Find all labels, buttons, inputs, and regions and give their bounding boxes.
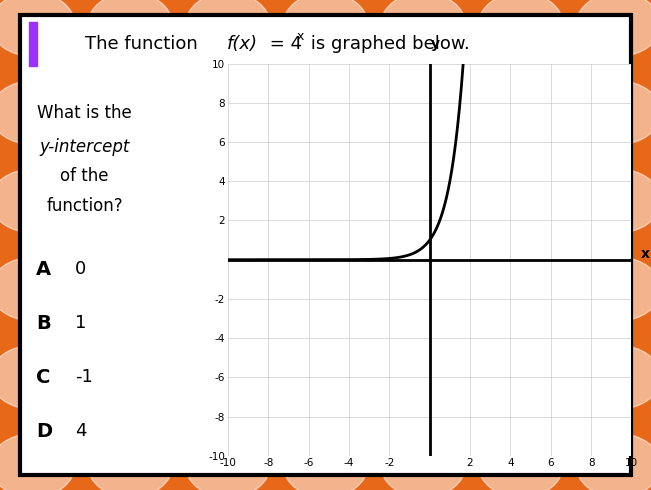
Circle shape bbox=[381, 257, 465, 321]
Circle shape bbox=[0, 434, 75, 490]
Circle shape bbox=[283, 81, 368, 145]
Text: C: C bbox=[36, 368, 50, 387]
Circle shape bbox=[186, 169, 270, 233]
Circle shape bbox=[88, 257, 173, 321]
Circle shape bbox=[88, 434, 173, 490]
Circle shape bbox=[186, 81, 270, 145]
Circle shape bbox=[478, 0, 563, 56]
Circle shape bbox=[0, 257, 75, 321]
Text: 4: 4 bbox=[75, 422, 87, 440]
Circle shape bbox=[186, 345, 270, 409]
Circle shape bbox=[576, 345, 651, 409]
Circle shape bbox=[283, 169, 368, 233]
Circle shape bbox=[381, 0, 465, 56]
Text: D: D bbox=[36, 422, 52, 441]
FancyBboxPatch shape bbox=[20, 15, 631, 475]
Circle shape bbox=[0, 169, 75, 233]
Circle shape bbox=[381, 434, 465, 490]
Circle shape bbox=[0, 345, 75, 409]
Text: of the: of the bbox=[61, 168, 109, 185]
Text: f(x): f(x) bbox=[227, 35, 258, 53]
Circle shape bbox=[576, 81, 651, 145]
Circle shape bbox=[381, 345, 465, 409]
Circle shape bbox=[576, 0, 651, 56]
Text: y-intercept: y-intercept bbox=[40, 138, 130, 156]
Circle shape bbox=[478, 169, 563, 233]
Circle shape bbox=[478, 81, 563, 145]
Circle shape bbox=[0, 0, 75, 56]
Bar bbox=[29, 22, 37, 66]
Circle shape bbox=[0, 81, 75, 145]
Circle shape bbox=[88, 169, 173, 233]
Circle shape bbox=[88, 0, 173, 56]
Circle shape bbox=[283, 434, 368, 490]
Circle shape bbox=[478, 434, 563, 490]
Text: -1: -1 bbox=[75, 368, 92, 386]
Text: A: A bbox=[36, 260, 51, 279]
Circle shape bbox=[381, 81, 465, 145]
Text: x: x bbox=[296, 30, 303, 43]
Circle shape bbox=[478, 345, 563, 409]
Text: 0: 0 bbox=[75, 261, 86, 278]
Circle shape bbox=[88, 345, 173, 409]
Circle shape bbox=[88, 81, 173, 145]
Circle shape bbox=[576, 169, 651, 233]
Circle shape bbox=[576, 257, 651, 321]
Text: The function: The function bbox=[85, 35, 203, 53]
Circle shape bbox=[576, 434, 651, 490]
Text: y: y bbox=[431, 37, 440, 51]
Circle shape bbox=[381, 169, 465, 233]
Circle shape bbox=[186, 0, 270, 56]
Circle shape bbox=[283, 345, 368, 409]
Text: x: x bbox=[641, 247, 650, 261]
Text: 1: 1 bbox=[75, 315, 86, 332]
Text: What is the: What is the bbox=[37, 104, 132, 122]
Text: B: B bbox=[36, 314, 51, 333]
Circle shape bbox=[283, 0, 368, 56]
Text: is graphed below.: is graphed below. bbox=[305, 35, 469, 53]
Circle shape bbox=[478, 257, 563, 321]
Text: function?: function? bbox=[46, 197, 123, 215]
Circle shape bbox=[186, 434, 270, 490]
Circle shape bbox=[283, 257, 368, 321]
Circle shape bbox=[186, 257, 270, 321]
Text: = 4: = 4 bbox=[264, 35, 301, 53]
